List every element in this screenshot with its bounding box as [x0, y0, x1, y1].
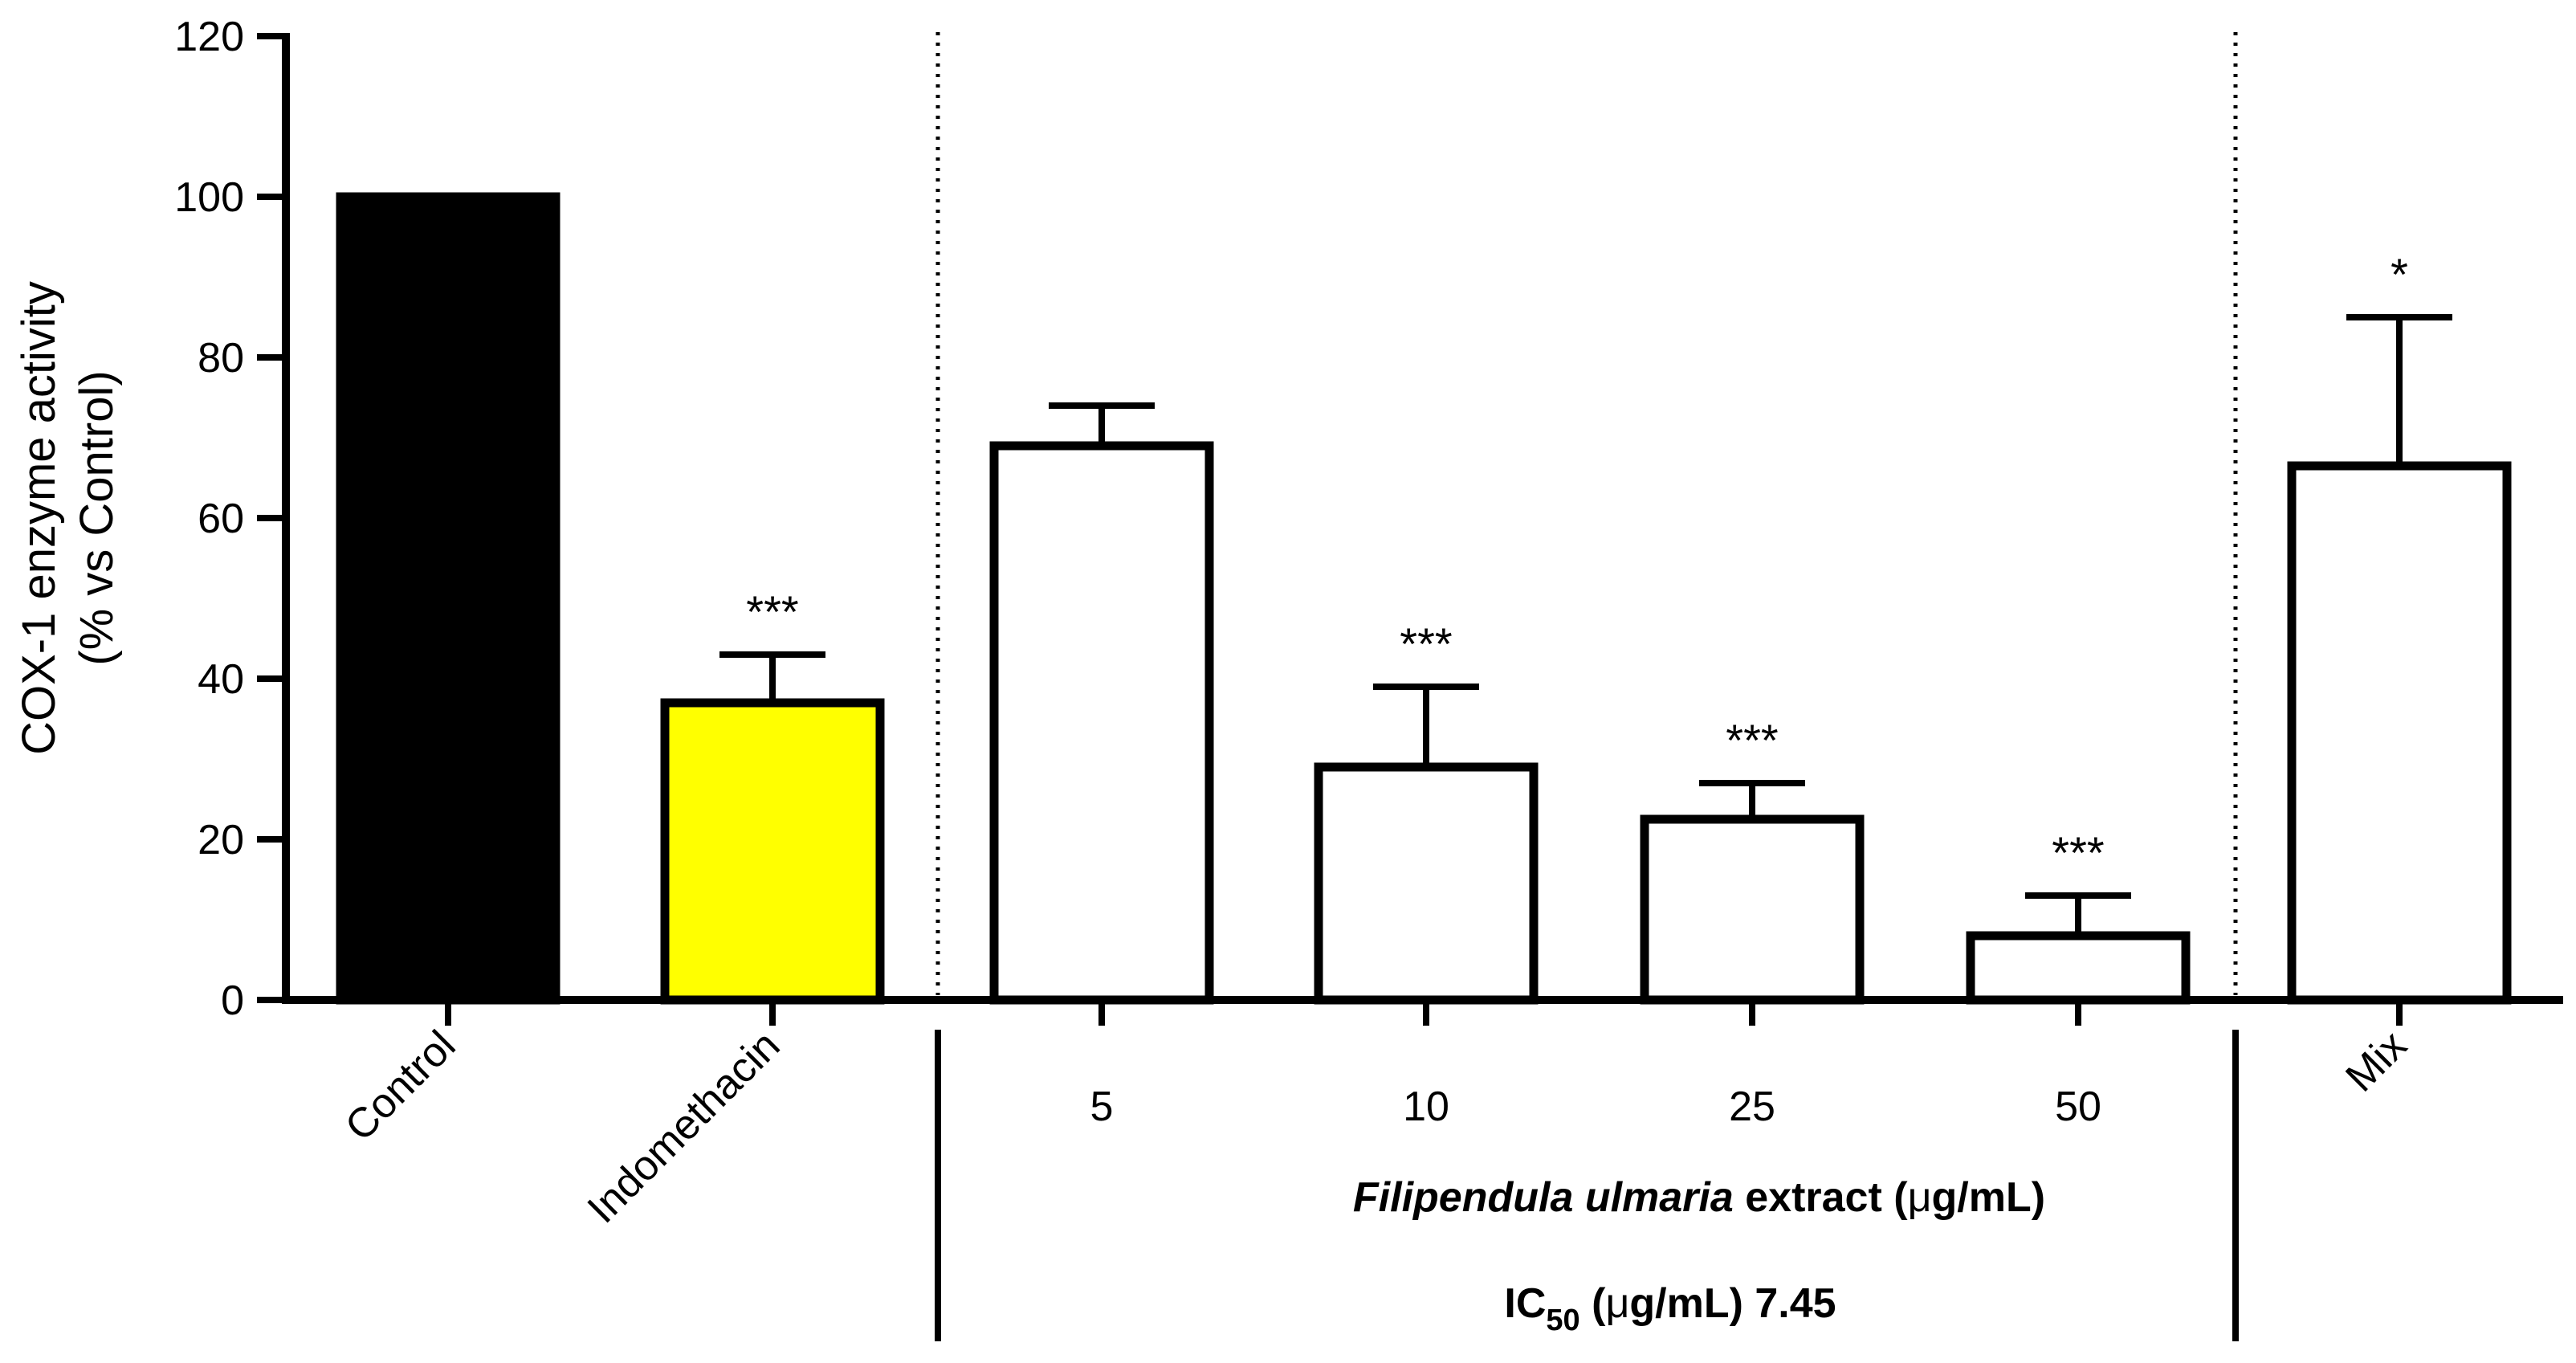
ic50-label-middle: ( [1580, 1280, 1606, 1327]
ic50-label-prefix: IC [1504, 1280, 1546, 1327]
significance-1: *** [746, 586, 798, 637]
y-tick-label-2: 40 [198, 656, 244, 703]
x-label-5: 50 [2055, 1083, 2101, 1130]
bar-2 [989, 441, 1214, 1005]
x-label-6: Mix [2337, 1022, 2415, 1100]
bar-4 [1640, 814, 1865, 1005]
x-label-4: 25 [1729, 1083, 1775, 1130]
y-tick-label-1: 20 [198, 817, 244, 863]
x-label-1: Indomethacin [579, 1022, 789, 1232]
extract-group-label-rest: extract ( [1734, 1174, 1908, 1221]
x-label-2: 5 [1090, 1083, 1114, 1130]
extract-group-label-unit: g/mL) [1932, 1174, 2046, 1221]
bar-1 [660, 698, 885, 1005]
extract-group-label: Filipendula ulmaria extract (μg/mL) [1353, 1174, 2045, 1221]
ic50-label-mu: μ [1605, 1280, 1629, 1327]
significance-5: *** [2052, 827, 2104, 878]
significance-3: *** [1400, 618, 1452, 669]
y-tick-label-3: 60 [198, 496, 244, 542]
ic50-label: IC50 (μg/mL) 7.45 [1504, 1280, 1836, 1337]
x-label-0: Control [336, 1022, 465, 1150]
y-tick-label-4: 80 [198, 335, 244, 382]
y-axis-title-line1: COX-1 enzyme activity [13, 281, 65, 755]
y-tick-label-5: 100 [174, 174, 244, 221]
significance-4: *** [1726, 715, 1778, 765]
extract-group-label-mu: μ [1908, 1174, 1932, 1221]
y-tick-label-6: 120 [174, 14, 244, 60]
significance-6: * [2391, 249, 2408, 300]
bar-3 [1314, 762, 1539, 1005]
y-tick-label-0: 0 [221, 977, 244, 1024]
ic50-label-subscript: 50 [1546, 1304, 1579, 1337]
plot-layer: Control *** Indomethacin 5 *** 10 *** 25 *** 50 * M… [174, 14, 2563, 1341]
bar-0 [336, 192, 560, 1005]
x-label-3: 10 [1403, 1083, 1449, 1130]
bar-5 [1966, 931, 2191, 1005]
bar-6 [2287, 461, 2512, 1005]
extract-group-label-italic: Filipendula ulmaria [1353, 1174, 1734, 1221]
ic50-label-suffix: g/mL) 7.45 [1629, 1280, 1836, 1327]
y-axis-title-line2: (% vs Control) [71, 370, 123, 665]
